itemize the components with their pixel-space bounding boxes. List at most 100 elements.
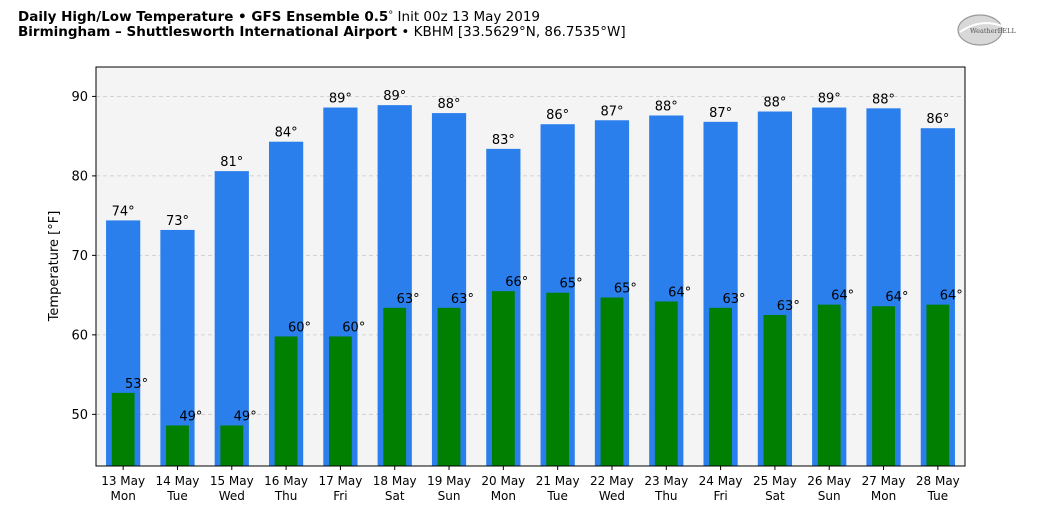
data-labels: 74° 53° 73° 49° 81° 49° 84° 60° 89° 60° 89° 63° 88° 6… — [112, 89, 963, 424]
x-tick-day: Thu — [274, 489, 298, 503]
x-tick-date: 17 May — [318, 474, 362, 488]
high-temp-label: 74° — [112, 204, 135, 219]
x-tick-day: Tue — [927, 489, 949, 503]
high-temp-label: 73° — [166, 214, 189, 229]
logo-swoosh — [959, 22, 1003, 33]
chart-title-init: Init 00z 13 May 2019 — [393, 9, 541, 25]
low-temp-label: 49° — [179, 409, 202, 424]
x-tick-date: 21 May — [536, 474, 580, 488]
x-tick-day: Mon — [871, 489, 896, 503]
low-temp-bar — [872, 306, 895, 466]
x-tick-day: Thu — [654, 489, 678, 503]
x-tick-date: 28 May — [916, 474, 960, 488]
low-temp-bar — [329, 336, 352, 466]
low-temp-bar — [546, 292, 570, 466]
x-tick-day: Sun — [818, 489, 841, 503]
x-tick-date: 16 May — [264, 474, 308, 488]
high-temp-bar — [214, 171, 249, 466]
x-tick-day: Sun — [438, 489, 461, 503]
low-temp-label: 64° — [940, 289, 963, 304]
y-tick-label: 90 — [71, 90, 88, 105]
x-tick-date: 19 May — [427, 474, 471, 488]
x-tick-date: 18 May — [373, 474, 417, 488]
bars — [106, 105, 955, 467]
x-tick-date: 20 May — [481, 474, 525, 488]
y-axis-label: Temperature [°F] — [47, 211, 62, 323]
high-temp-label: 81° — [220, 155, 243, 170]
high-temp-label: 87° — [709, 106, 732, 121]
y-tick-label: 60 — [71, 328, 88, 343]
high-temp-label: 89° — [383, 89, 406, 104]
y-tick-label: 70 — [71, 249, 88, 264]
low-temp-bar — [654, 301, 678, 466]
low-temp-label: 64° — [885, 290, 908, 305]
chart-location: Birmingham – Shuttlesworth International… — [18, 24, 626, 40]
chart-title-degree: ° — [388, 10, 394, 21]
high-temp-label: 88° — [872, 92, 895, 107]
high-temp-label: 88° — [655, 99, 678, 114]
low-temp-bar — [926, 304, 950, 466]
high-temp-label: 84° — [275, 126, 298, 141]
x-tick-date: 27 May — [862, 474, 906, 488]
x-tick-date: 13 May — [101, 474, 145, 488]
x-tick-date: 25 May — [753, 474, 797, 488]
low-temp-label: 64° — [831, 289, 854, 304]
x-tick-day: Tue — [166, 489, 188, 503]
high-temp-label: 86° — [546, 108, 569, 123]
low-temp-bar — [763, 314, 787, 466]
low-temp-bar — [437, 307, 461, 466]
y-tick-label: 80 — [71, 169, 88, 184]
low-temp-bar — [383, 307, 407, 466]
chart-title-bold: Daily High/Low Temperature • GFS Ensembl… — [18, 9, 389, 25]
low-temp-bar — [111, 392, 135, 466]
high-temp-label: 88° — [438, 97, 461, 112]
high-temp-label: 87° — [600, 104, 623, 119]
low-temp-label: 65° — [560, 277, 583, 292]
x-tick-day: Tue — [546, 489, 568, 503]
low-temp-bar — [274, 336, 298, 466]
x-tick-day: Fri — [713, 489, 727, 503]
y-axis: 50 60 70 80 90 — [71, 90, 96, 423]
low-temp-label: 63° — [397, 292, 420, 307]
x-tick-day: Fri — [333, 489, 347, 503]
low-temp-label: 63° — [722, 292, 745, 307]
low-temp-label: 65° — [614, 281, 637, 296]
x-tick-date: 15 May — [210, 474, 254, 488]
low-temp-bar — [817, 304, 841, 466]
x-tick-date: 23 May — [644, 474, 688, 488]
low-temp-label: 53° — [125, 377, 148, 392]
low-temp-label: 60° — [288, 320, 311, 335]
x-tick-day: Sat — [765, 489, 785, 503]
chart-title: Daily High/Low Temperature • GFS Ensembl… — [18, 9, 540, 27]
low-temp-label: 60° — [342, 320, 365, 335]
logo-text: WeatherBELL — [970, 27, 1016, 35]
x-tick-day: Wed — [219, 489, 245, 503]
x-tick-day: Mon — [491, 489, 516, 503]
low-temp-bar — [600, 297, 624, 466]
plot-frame — [95, 66, 966, 467]
low-temp-label: 66° — [505, 275, 528, 290]
x-tick-date: 22 May — [590, 474, 634, 488]
weatherbell-logo: WeatherBELL — [957, 14, 1016, 46]
x-tick-day: Mon — [111, 489, 136, 503]
high-temp-label: 83° — [492, 133, 515, 148]
low-temp-label: 63° — [777, 299, 800, 314]
x-tick-day: Wed — [599, 489, 625, 503]
high-temp-label: 86° — [926, 112, 949, 127]
low-temp-bar — [166, 425, 189, 466]
low-temp-bar — [709, 307, 732, 466]
high-temp-label: 88° — [763, 96, 786, 111]
x-tick-date: 26 May — [807, 474, 851, 488]
low-temp-label: 49° — [234, 409, 257, 424]
high-temp-label: 89° — [818, 92, 841, 107]
x-tick-date: 14 May — [156, 474, 200, 488]
location-name: Birmingham – Shuttlesworth International… — [18, 24, 398, 40]
x-tick-day: Sat — [385, 489, 405, 503]
low-temp-bar — [220, 425, 244, 466]
location-coords: • KBHM [33.5629°N, 86.7535°W] — [397, 24, 626, 40]
high-temp-label: 89° — [329, 92, 352, 107]
low-temp-label: 63° — [451, 292, 474, 307]
x-tick-date: 24 May — [699, 474, 743, 488]
